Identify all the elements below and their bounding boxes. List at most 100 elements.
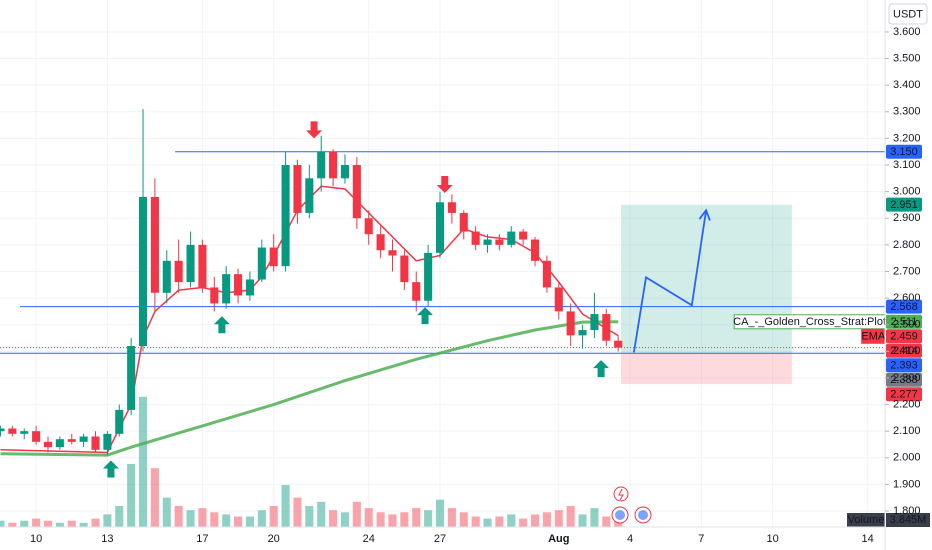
candle-body bbox=[138, 196, 148, 347]
candle-body bbox=[234, 274, 243, 296]
y-tick-label: 2.300 bbox=[893, 372, 921, 384]
stop-zone bbox=[621, 353, 792, 385]
candle-body bbox=[364, 218, 373, 235]
candle-body bbox=[483, 239, 492, 245]
volume-bar bbox=[531, 514, 540, 527]
volume-bar bbox=[186, 510, 195, 527]
level-tag-box bbox=[886, 144, 922, 159]
event-icon[interactable] bbox=[613, 486, 629, 502]
volume-bar bbox=[376, 512, 385, 527]
candle-body bbox=[32, 431, 41, 442]
candle-body bbox=[495, 239, 504, 245]
volume-bar bbox=[388, 514, 397, 527]
volume-bar bbox=[519, 518, 528, 527]
event-icon-glyph bbox=[615, 510, 625, 520]
event-icons[interactable] bbox=[611, 486, 652, 524]
x-tick-label: 4 bbox=[627, 533, 633, 545]
candle-body bbox=[507, 231, 516, 245]
volume-bar bbox=[447, 508, 456, 527]
volume-bar bbox=[127, 464, 136, 527]
buy-signal bbox=[102, 460, 119, 478]
candle-body bbox=[412, 282, 421, 301]
candle-body bbox=[329, 151, 338, 179]
stop-tag-box bbox=[886, 387, 922, 402]
candle-body bbox=[103, 433, 112, 450]
volume-bar bbox=[8, 522, 17, 527]
volume-bar bbox=[198, 508, 207, 527]
candle-body bbox=[376, 234, 385, 251]
x-tick-label: 17 bbox=[196, 533, 208, 545]
candle-body bbox=[79, 436, 88, 442]
volume-bar bbox=[340, 512, 350, 527]
y-tick-label: 2.400 bbox=[893, 345, 921, 357]
level-tag: 2.568 bbox=[890, 301, 918, 313]
candle-body bbox=[150, 196, 159, 293]
volume-bar bbox=[222, 514, 231, 527]
buy-signal bbox=[417, 307, 434, 325]
sell-signal bbox=[436, 175, 453, 193]
volume-bar bbox=[578, 514, 587, 527]
indicator-tag: 2.511 bbox=[891, 316, 918, 328]
candle-body bbox=[614, 340, 623, 348]
volume-bar bbox=[364, 508, 373, 527]
candle-body bbox=[340, 165, 350, 179]
indicator-line bbox=[0, 320, 619, 457]
candle-body bbox=[317, 151, 326, 179]
volume-bar bbox=[245, 516, 254, 527]
volume-bar bbox=[281, 485, 290, 527]
indicator-tag-box bbox=[886, 314, 922, 329]
x-tick-label: 7 bbox=[698, 533, 704, 545]
y-tick-label: 2.000 bbox=[893, 452, 921, 464]
currency-label: USDT bbox=[893, 8, 923, 20]
x-tick-label: 14 bbox=[862, 533, 874, 545]
target-zone bbox=[621, 204, 792, 354]
candle-body bbox=[471, 231, 480, 245]
sell-signal bbox=[306, 121, 323, 139]
volume-bar bbox=[115, 506, 124, 527]
candle-body bbox=[210, 287, 219, 304]
candle-body bbox=[198, 244, 207, 288]
volume-bar bbox=[554, 510, 563, 527]
candle-body bbox=[186, 244, 195, 283]
candle-body bbox=[91, 436, 100, 450]
entry-tag: 2.393 bbox=[890, 360, 918, 372]
candle-body bbox=[602, 314, 611, 341]
candle-body bbox=[174, 260, 183, 283]
candle-body bbox=[590, 314, 599, 331]
volume-name-box bbox=[847, 513, 885, 527]
y-tick-label: 2.200 bbox=[893, 398, 921, 410]
volume-bar bbox=[352, 501, 361, 527]
volume-bar bbox=[424, 510, 433, 527]
volume-bar bbox=[43, 520, 53, 527]
y-tick-label: 1.800 bbox=[893, 505, 921, 517]
candle-body bbox=[447, 202, 456, 213]
x-tick-label: 10 bbox=[766, 533, 778, 545]
candle-body bbox=[424, 252, 433, 301]
target-tag-box bbox=[886, 197, 922, 212]
volume-bar bbox=[317, 501, 326, 527]
y-tick-label: 3.100 bbox=[893, 159, 921, 171]
y-tick-label: 3.600 bbox=[893, 26, 921, 38]
candle-body bbox=[8, 428, 17, 434]
price-tag: 2.414 bbox=[890, 345, 918, 357]
x-tick-label: 10 bbox=[30, 533, 42, 545]
y-tick-label: 3.400 bbox=[893, 79, 921, 91]
volume-bar bbox=[400, 512, 409, 527]
volume-bar bbox=[590, 508, 599, 527]
x-tick-label: 13 bbox=[101, 533, 113, 545]
volume-bar bbox=[459, 512, 468, 527]
volume-bar bbox=[103, 514, 112, 527]
level-tag-box bbox=[886, 299, 922, 314]
candle-body bbox=[578, 330, 587, 336]
volume-bar bbox=[483, 518, 492, 527]
price-tag: 2.388 bbox=[890, 374, 918, 386]
indicator-name: CA_-_Golden_Cross_Strat:Plot bbox=[733, 316, 886, 328]
currency-box[interactable] bbox=[888, 3, 928, 25]
candle-body bbox=[519, 231, 528, 240]
y-tick-label: 2.500 bbox=[893, 319, 921, 331]
projection-arrowhead bbox=[698, 208, 711, 221]
volume-tag-box bbox=[886, 513, 930, 527]
volume-bar bbox=[138, 396, 148, 527]
x-tick-label: Aug bbox=[548, 533, 569, 545]
volume-bar bbox=[269, 506, 278, 527]
